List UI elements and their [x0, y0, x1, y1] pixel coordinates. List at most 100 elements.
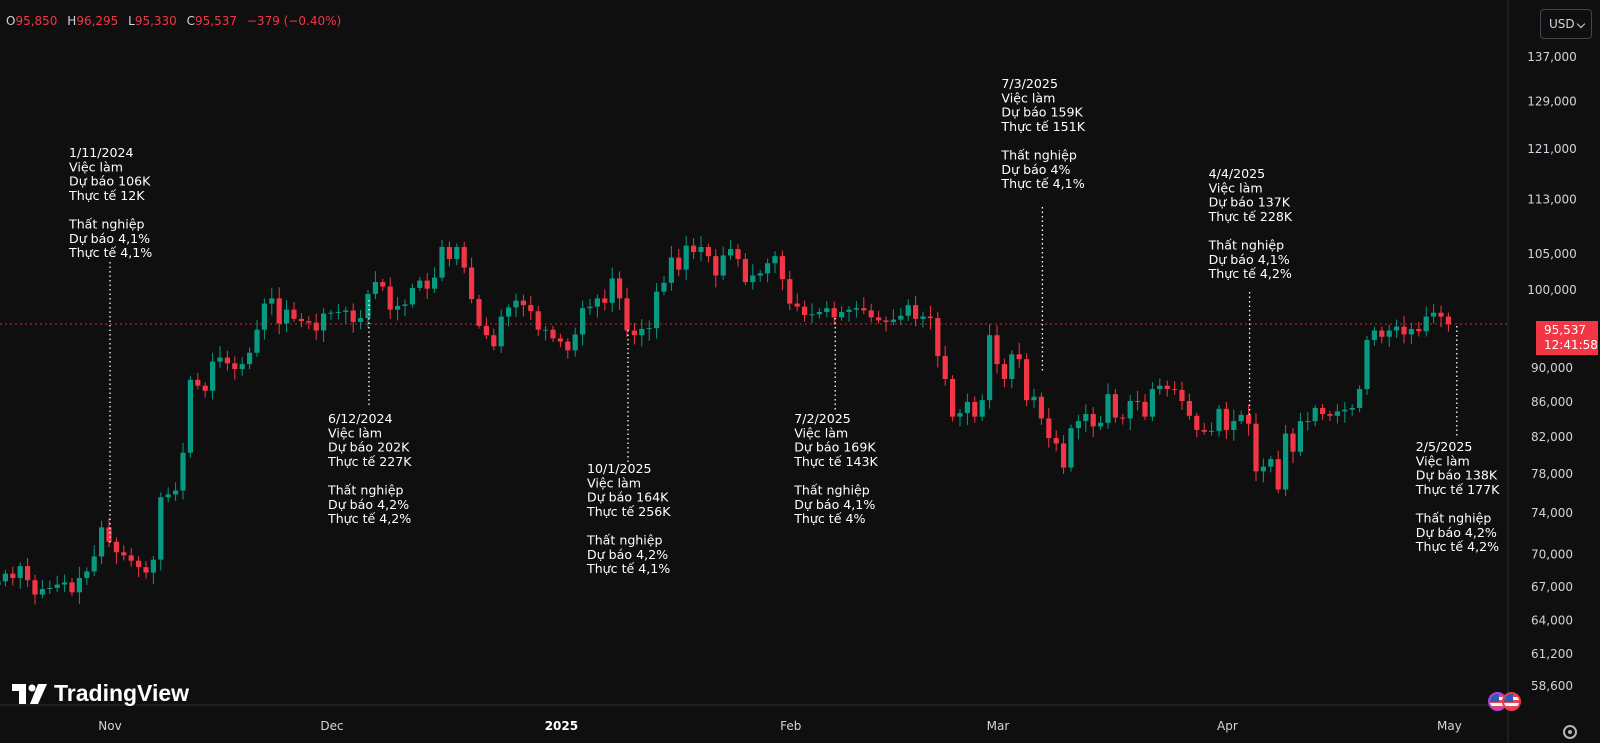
candle-body	[1127, 401, 1133, 419]
currency-select[interactable]: USD	[1540, 9, 1592, 39]
candle-body	[794, 303, 800, 307]
candle-body	[136, 560, 142, 568]
candle-body	[180, 452, 186, 491]
price-tick-label: 113,000	[1527, 193, 1577, 207]
candle-body	[0, 581, 1, 585]
us-flag-icon	[1502, 692, 1521, 711]
candle-body	[269, 298, 275, 304]
price-tick-label: 121,000	[1527, 142, 1577, 156]
candle-body	[25, 566, 31, 581]
annotation-text: 6/12/2024	[328, 411, 393, 426]
candle-body	[158, 497, 164, 560]
candle-body	[291, 309, 297, 319]
candle-body	[1312, 407, 1318, 422]
tradingview-logo[interactable]: TradingView	[12, 680, 189, 707]
candle-body	[705, 247, 711, 257]
candle-body	[1009, 354, 1015, 379]
candle-body	[461, 247, 467, 268]
candle-body	[1438, 312, 1444, 317]
candle-body	[387, 286, 393, 310]
candle-body	[1120, 417, 1126, 419]
candle-body	[321, 313, 327, 331]
candle-body	[106, 527, 112, 542]
candle-body	[927, 316, 933, 319]
annotation-text: Dự báo 4,1%	[1209, 252, 1290, 267]
annotation-text: Thất nghiệp	[327, 483, 404, 498]
candle-body	[1209, 430, 1215, 432]
annotation-text: Thực tế 177K	[1415, 482, 1500, 497]
candle-body	[432, 277, 438, 289]
price-tick-label: 74,000	[1531, 506, 1573, 520]
gear-icon[interactable]	[1563, 725, 1577, 739]
candle-body	[1075, 421, 1081, 429]
candle-body	[831, 308, 837, 318]
candle-body	[1305, 421, 1311, 423]
time-tick-label: Nov	[98, 719, 121, 733]
annotation-text: 7/2/2025	[794, 411, 851, 426]
candle-body	[1431, 312, 1437, 317]
price-tick-label: 129,000	[1527, 95, 1577, 109]
high-value: 96,295	[76, 14, 119, 28]
candle-body	[1386, 330, 1392, 337]
candle-body	[1379, 330, 1385, 337]
candle-body	[1349, 407, 1355, 410]
candle-body	[846, 309, 852, 312]
price-tick-label: 90,000	[1531, 361, 1573, 375]
ohlc-legend: O95,850 H96,295 L95,330 C95,537 −379 (−0…	[6, 14, 347, 28]
candle-body	[543, 329, 549, 331]
candle-body	[187, 379, 193, 453]
candle-body	[276, 298, 282, 324]
candle-body	[165, 494, 171, 498]
annotation-text: Dự báo 4,2%	[1416, 525, 1497, 540]
price-tick-label: 64,000	[1531, 614, 1573, 628]
annotation-text: Dự báo 4,2%	[587, 547, 668, 562]
candle-body	[1268, 459, 1274, 467]
event-flags[interactable]	[1488, 692, 1528, 712]
low-label: L	[128, 14, 135, 28]
candle-body	[54, 584, 60, 588]
candle-body	[772, 256, 778, 264]
candle-body	[1297, 421, 1303, 452]
candle-body	[617, 278, 623, 299]
candle-body	[173, 490, 179, 495]
candle-body	[661, 282, 667, 292]
candle-body	[987, 335, 993, 401]
candle-body	[676, 257, 682, 270]
candle-body	[1320, 407, 1326, 415]
candle-body	[1061, 443, 1067, 468]
candle-body	[683, 245, 689, 270]
candle-body	[964, 401, 970, 414]
annotation-text: Thất nghiệp	[793, 483, 870, 498]
time-tick-label: May	[1437, 719, 1462, 733]
candle-body	[91, 556, 97, 572]
candle-body	[1031, 396, 1037, 401]
candle-body	[335, 311, 341, 313]
candle-body	[1024, 359, 1030, 401]
time-tick-label: Feb	[780, 719, 801, 733]
candle-body	[698, 247, 704, 252]
candle-body	[202, 385, 208, 391]
annotation-text: Việc làm	[587, 475, 641, 490]
price-tick-label: 82,000	[1531, 430, 1573, 444]
candle-body	[853, 308, 859, 310]
candle-body	[84, 571, 90, 578]
candle-body	[446, 247, 452, 259]
candle-body	[1179, 389, 1185, 402]
candle-body	[1090, 414, 1096, 427]
candle-body	[609, 278, 615, 303]
candle-body	[476, 299, 482, 326]
candle-body	[99, 527, 105, 557]
annotation-text: Thực tế 4,1%	[586, 561, 670, 576]
annotation-text: Dự báo 169K	[794, 440, 876, 455]
high-label: H	[67, 14, 77, 28]
candle-body	[691, 245, 697, 252]
candle-body	[298, 318, 304, 322]
candle-body	[1253, 423, 1259, 472]
open-label: O	[6, 14, 16, 28]
candle-body	[1246, 414, 1252, 424]
candle-body	[757, 273, 763, 276]
candle-body	[942, 355, 948, 379]
candle-body	[1105, 394, 1111, 423]
candle-body	[624, 298, 630, 331]
